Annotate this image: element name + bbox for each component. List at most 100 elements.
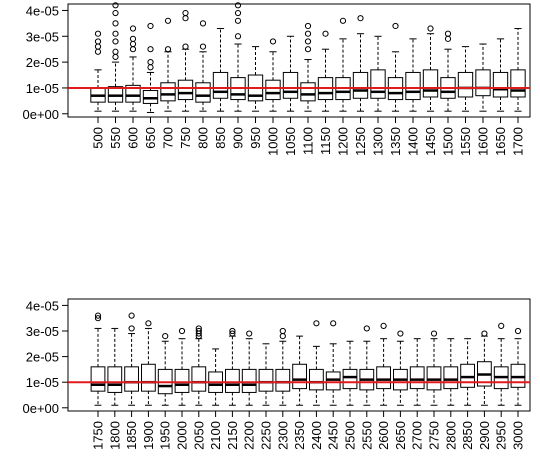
outlier-point [357,15,364,22]
iqr-box [292,363,307,390]
x-tick-label: 2650 [393,421,408,450]
iqr-box [90,366,106,392]
iqr-box [352,71,369,99]
outlier-point [330,320,337,327]
box-1650 [492,38,509,112]
outlier-point [112,2,119,9]
outlier-point [199,43,207,50]
y-tick-label: 4e-05 [26,298,59,313]
x-tick-label: 2550 [359,421,374,450]
outlier-point [430,330,438,337]
outlier-point [195,327,202,335]
x-tick-label: 2850 [460,421,475,450]
x-tick-label: 1300 [371,127,386,156]
outlier-point [279,327,286,335]
iqr-box [422,69,439,98]
iqr-box [510,69,526,98]
x-tick-label: 1800 [107,421,122,450]
box-900 [230,2,246,112]
outlier-point [129,25,137,32]
outlier-point [164,17,172,24]
iqr-box [492,71,509,98]
outlier-point [313,320,320,327]
x-tick-label: 1500 [441,127,456,156]
iqr-box [141,363,156,392]
x-tick-label: 1850 [124,421,139,450]
iqr-box [142,90,159,104]
outlier-point [199,20,207,27]
x-tick-label: 2900 [477,421,492,450]
outlier-point [229,327,236,335]
x-tick-label: 2250 [259,421,274,450]
outlier-point [112,30,119,37]
x-tick-label: 1700 [511,127,526,156]
plot-frame [67,298,531,412]
x-tick-label: 1250 [353,127,368,156]
iqr-box [409,366,425,390]
x-tick-label: 800 [196,127,211,149]
iqr-box [212,71,229,99]
outlier-point [498,322,505,329]
boxplot-panel-top: 0e+00 1e-05 2e-05 3e-05 4e-05 500 550 600 650 700… [22,2,531,156]
iqr-box [457,71,474,98]
outlier-point [269,38,277,45]
box-2150 [225,327,240,406]
x-tick-label: 1200 [336,127,351,156]
outlier-point [162,333,169,340]
outlier-point [427,25,434,32]
outlier-point [444,30,452,37]
outlier-point [94,30,102,37]
box-600 [125,25,141,112]
x-tick-label: 2350 [292,421,307,450]
box-1400 [405,38,421,112]
iqr-box [191,366,207,392]
box-1050 [282,35,299,112]
outlier-point [234,2,242,9]
x-tick-label: 1050 [283,127,298,156]
iqr-box [177,79,194,101]
outlier-point [234,17,242,24]
outlier-point [129,35,137,42]
iqr-box [124,366,139,392]
x-tick-label: 2150 [225,421,240,450]
x-tick-label: 1900 [141,421,156,450]
outlier-point [514,327,522,335]
outlier-point [304,30,312,37]
outlier-point [182,9,189,17]
x-tick-label: 500 [91,127,106,149]
x-tick-label: 2800 [443,421,458,450]
x-tick-label: 2950 [494,421,509,450]
x-tick-label: 2200 [242,421,257,450]
x-tick-label: 900 [231,127,246,149]
outlier-point [147,22,154,30]
y-tick-label: 0e+00 [22,107,59,122]
iqr-box [275,368,291,392]
iqr-box [309,368,324,391]
outlier-point [164,46,172,53]
iqr-box [460,363,475,388]
box-2650 [393,330,408,406]
box-650 [142,22,159,113]
box-2500 [342,340,358,406]
iqr-box [325,371,341,391]
x-tick-label: 2700 [410,421,425,450]
iqr-box [174,368,190,393]
y-tick-label: 3e-05 [26,324,59,339]
iqr-box [265,79,281,101]
y-tick-label: 2e-05 [26,350,59,365]
x-tick-label: 550 [108,127,123,149]
outlier-point [147,46,154,53]
box-2000 [174,327,190,406]
x-tick-label: 2100 [208,421,223,450]
x-tick-label: 1950 [158,421,173,450]
x-tick-label: 2000 [175,421,190,450]
outlier-point [145,320,152,327]
x-tick-label: 2050 [191,421,206,450]
outlier-point [392,22,399,30]
outlier-point [112,38,119,45]
box-2550 [359,325,375,406]
y-tick-label: 1e-05 [26,81,59,96]
x-tick-label: 1750 [91,421,106,450]
y-tick-label: 1e-05 [26,375,59,390]
outlier-point [304,22,312,30]
